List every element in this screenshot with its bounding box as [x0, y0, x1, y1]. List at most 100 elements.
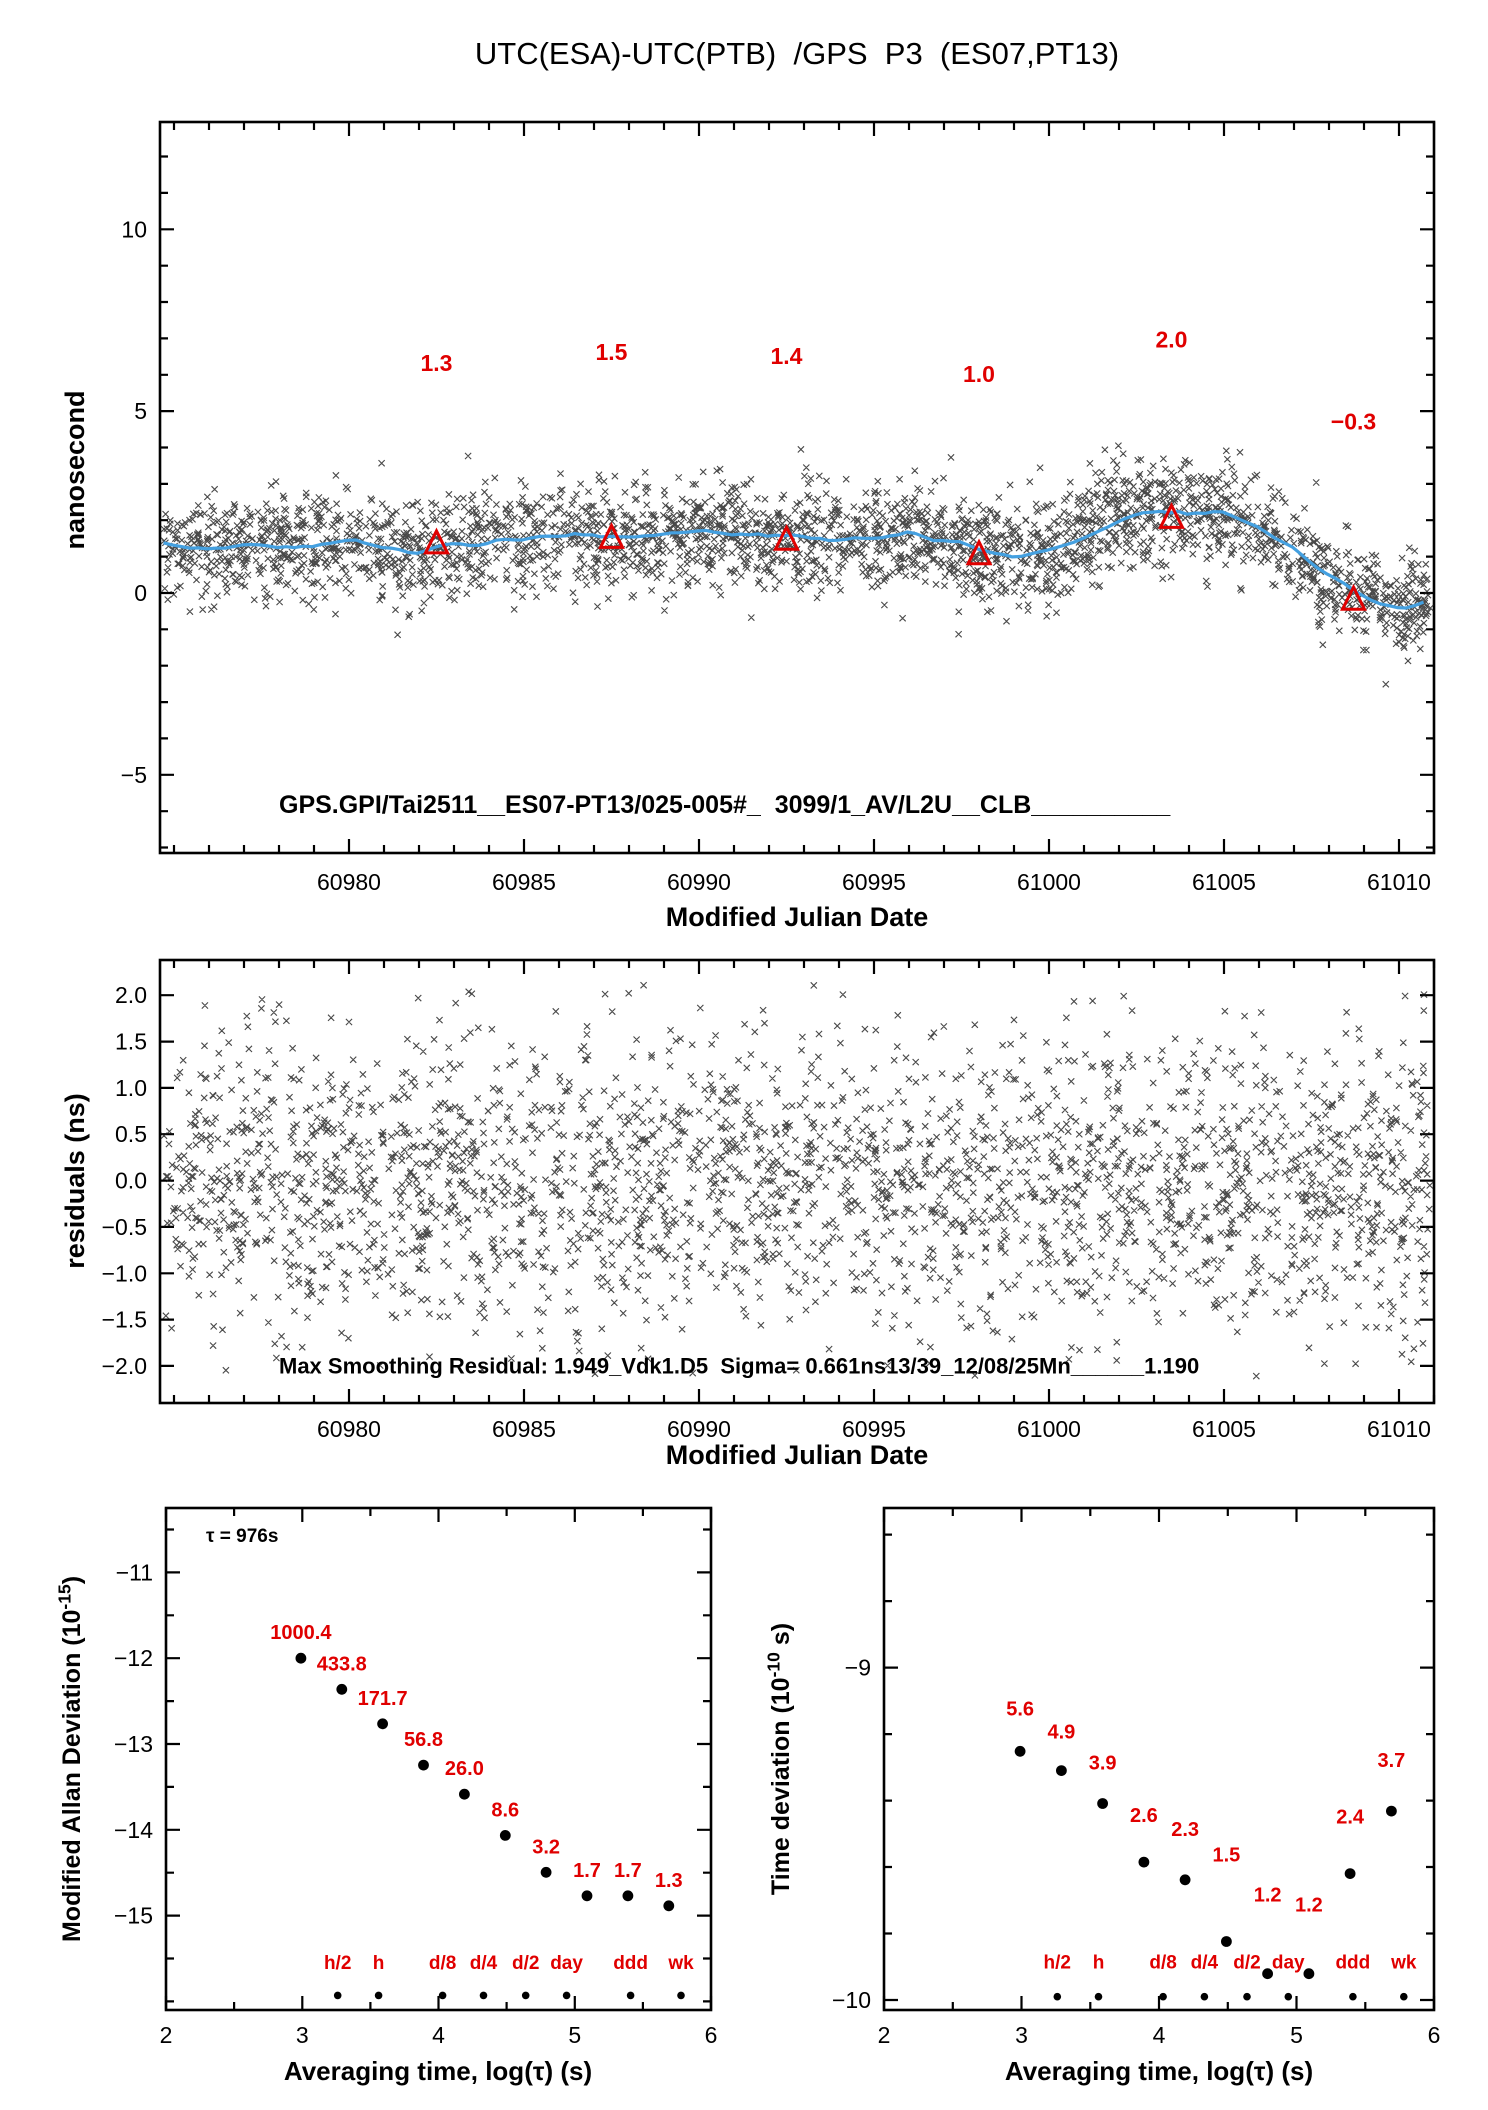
- time-unit-dot: [1349, 1992, 1357, 2001]
- y-tick-label: −2.0: [102, 1353, 147, 1379]
- x-tick-label: 60990: [667, 1416, 731, 1442]
- tdev-point: [1262, 1968, 1273, 1980]
- dev-value-label: 26.0: [445, 1758, 484, 1780]
- time-unit-label: h/2: [324, 1953, 351, 1974]
- tdev-point: [1303, 1968, 1315, 1980]
- time-unit-dot: [1159, 1992, 1167, 2001]
- dev-value-label: 1.3: [655, 1870, 683, 1892]
- calibration-value-label: 1.5: [596, 339, 628, 365]
- y-tick-label: −5: [121, 762, 147, 788]
- y-tick-label: 5: [134, 398, 147, 424]
- time-unit-dot: [374, 1991, 383, 2000]
- y-tick-label: −10: [832, 1987, 871, 2013]
- mdev-point: [377, 1718, 388, 1730]
- link-panel: 60980 60985 60990 60995 61000 61005 61010 −5 0 5 1…: [121, 120, 1436, 895]
- residual-annotation: Max Smoothing Residual: 1.949_Vdk1.D5 Si…: [279, 1353, 1199, 1378]
- dev-value-label: 8.6: [491, 1799, 519, 1821]
- dev-value-label: 2.6: [1130, 1805, 1158, 1827]
- time-unit-dot: [677, 1991, 685, 2000]
- y-tick-label: 1.0: [115, 1075, 147, 1101]
- x-tick-label: 60985: [492, 1416, 556, 1442]
- x-tick-label: 2: [878, 2022, 891, 2048]
- mdev-point: [459, 1788, 470, 1800]
- y-axis-title-link: nanosecond: [60, 390, 90, 549]
- dev-value-label: 171.7: [358, 1688, 408, 1710]
- y-tick-label: 0.0: [115, 1168, 147, 1194]
- y-tick-label: −14: [114, 1817, 153, 1843]
- y-tick-label: 0: [134, 580, 147, 606]
- tdev-point: [1014, 1745, 1026, 1757]
- calibration-triangle: [598, 522, 625, 549]
- mdev-point: [540, 1866, 552, 1878]
- x-tick-label: 60990: [667, 869, 731, 895]
- x-tick-label: 3: [296, 2022, 309, 2048]
- time-unit-label: h/2: [1044, 1952, 1071, 1973]
- dev-value-label: 433.8: [317, 1653, 367, 1675]
- x-tick-label: 6: [705, 2022, 718, 2048]
- figure-title: UTC(ESA)-UTC(PTB) /GPS P3 (ES07,PT13): [475, 36, 1119, 71]
- mdev-point: [336, 1683, 348, 1695]
- calibration-value-label: 1.3: [421, 350, 453, 376]
- calibration-value-label: −0.3: [1331, 408, 1376, 434]
- x-tick-label: 5: [568, 2022, 581, 2048]
- dataset-annotation: GPS.GPI/Tai2511__ES07-PT13/025-005#_ 309…: [279, 791, 1171, 819]
- dev-value-label: 1.2: [1295, 1895, 1323, 1917]
- x-tick-label: 61000: [1017, 869, 1081, 895]
- axis-labels: Modified Julian Date Modified Julian Date…: [55, 390, 1314, 2086]
- mdev-panel: 2 3 4 5 6 −11 −12 −13 −14 −15 1000.4 433.8 171.7 56.8…: [114, 1506, 718, 2048]
- calibration-triangle: [423, 527, 450, 555]
- y-axis-title-mdev: Modified Allan Deviation (10-15): [55, 1576, 87, 1942]
- x-tick-label: 5: [1290, 2022, 1303, 2048]
- y-tick-label: 10: [121, 216, 147, 242]
- y-tick-label: −9: [845, 1655, 871, 1681]
- y-tick-label: −15: [114, 1903, 153, 1929]
- time-unit-dot: [1400, 1992, 1408, 2001]
- x-tick-label: 61005: [1192, 1416, 1256, 1442]
- time-unit-label: h: [1093, 1952, 1105, 1973]
- time-unit-label: ddd: [613, 1953, 648, 1974]
- tdev-panel: 2 3 4 5 6 −9 −10 5.6 4.9 3.9 2.6 2.3 1.5 1.2 1.2 2.4 3.7…: [832, 1506, 1441, 2048]
- x-tick-label: 61005: [1192, 869, 1256, 895]
- x-tick-label: 3: [1015, 2022, 1028, 2048]
- time-unit-dot: [1200, 1992, 1209, 2001]
- calibration-triangle: [1158, 502, 1185, 529]
- time-unit-dot: [1284, 1992, 1293, 2001]
- y-tick-label: −12: [114, 1645, 153, 1671]
- tick-marks: [882, 1508, 1436, 2010]
- tick-marks: [160, 960, 1436, 1403]
- x-tick-label: 60980: [317, 1416, 381, 1442]
- time-unit-label: d/8: [429, 1953, 456, 1974]
- time-unit-label: d/2: [512, 1953, 539, 1974]
- x-tick-label: 61010: [1367, 869, 1431, 895]
- plot-frame: [882, 1506, 1436, 2012]
- plot-frame: [164, 1506, 713, 2012]
- dev-value-label: 1.7: [573, 1860, 601, 1882]
- calibration-value-label: 1.0: [963, 361, 995, 387]
- time-unit-dot: [521, 1991, 530, 2000]
- mdev-point: [499, 1830, 511, 1841]
- mdev-point: [295, 1652, 307, 1664]
- residuals-panel: 60980 60985 60990 60995 61000 61005 61010 −2.0 −…: [102, 958, 1436, 1442]
- tdev-point: [1386, 1805, 1397, 1817]
- tdev-point: [1221, 1936, 1232, 1947]
- x-axis-title-residuals: Modified Julian Date: [666, 1440, 929, 1470]
- tdev-point: [1138, 1856, 1150, 1868]
- time-unit-label: day: [550, 1953, 583, 1974]
- time-unit-label: h: [373, 1953, 385, 1974]
- dev-value-label: 2.3: [1171, 1819, 1199, 1841]
- dev-value-label: 3.9: [1089, 1753, 1117, 1775]
- time-unit-dot: [438, 1991, 447, 2000]
- time-unit-dot: [626, 1991, 635, 2000]
- tau-note: τ = 976s: [206, 1526, 278, 1547]
- x-tick-label: 6: [1428, 2022, 1441, 2048]
- x-tick-label: 60980: [317, 869, 381, 895]
- dev-value-label: 4.9: [1047, 1722, 1075, 1744]
- tick-marks: [160, 122, 1436, 853]
- y-tick-label: −11: [116, 1559, 153, 1585]
- y-tick-label: −1.5: [102, 1307, 147, 1333]
- dev-value-label: 3.7: [1377, 1750, 1405, 1772]
- time-unit-label: d/4: [470, 1953, 498, 1974]
- y-axis-title-residuals: residuals (ns): [60, 1093, 90, 1269]
